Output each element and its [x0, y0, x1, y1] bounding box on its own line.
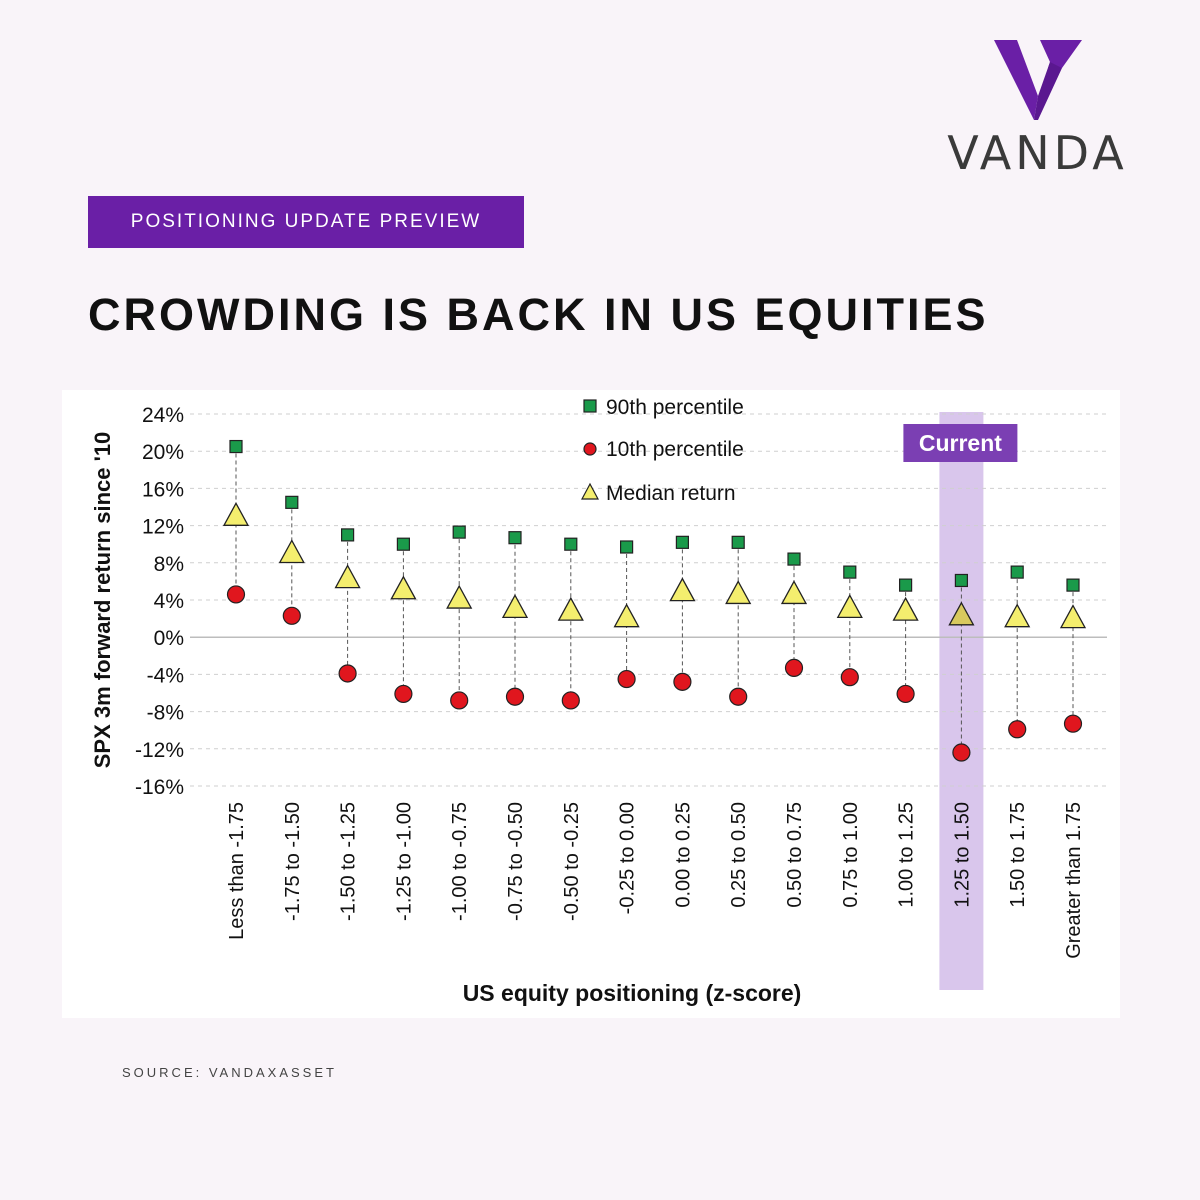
x-tick-label: 1.25 to 1.50: [951, 802, 973, 908]
point-90th-percentile: [452, 525, 466, 539]
point-10th-percentile: [338, 664, 357, 683]
point-median-return: [334, 564, 361, 589]
point-10th-percentile: [450, 691, 469, 710]
point-median-return: [892, 596, 919, 621]
x-tick-label: 0.50 to 0.75: [784, 802, 806, 908]
y-tick-label: -12%: [135, 739, 184, 762]
y-tick-label: 8%: [154, 553, 184, 576]
x-tick-label: -0.25 to 0.00: [617, 802, 639, 914]
legend-median-marker: [581, 482, 599, 500]
point-10th-percentile: [840, 668, 859, 687]
x-tick-label: -1.25 to -1.00: [393, 802, 415, 921]
x-tick-label: -0.75 to -0.50: [505, 802, 527, 921]
point-10th-percentile: [394, 684, 413, 704]
current-label: Current: [919, 430, 1002, 456]
point-10th-percentile: [1008, 720, 1027, 739]
point-90th-percentile: [1010, 565, 1024, 579]
point-median-return: [836, 594, 863, 619]
point-10th-percentile: [226, 585, 246, 604]
point-90th-percentile: [341, 528, 355, 542]
x-tick-label: -1.50 to -1.25: [338, 802, 360, 921]
section-tag: POSITIONING UPDATE PREVIEW: [88, 196, 524, 248]
point-90th-percentile: [731, 535, 745, 549]
point-median-return: [390, 575, 417, 600]
point-90th-percentile: [396, 537, 410, 551]
point-median-return: [222, 501, 250, 526]
legend-10th-marker: [583, 442, 597, 456]
y-tick-label: -8%: [147, 702, 184, 725]
point-median-return: [780, 580, 808, 605]
y-tick-label: 24%: [142, 404, 184, 427]
page-headline: CROWDING IS BACK IN US EQUITIES: [88, 289, 989, 340]
positioning-chart: 24% 20% 16% 12% 8% 4% 0% -4% -8% -12% -16% SPX 3m f…: [90, 396, 1107, 1006]
x-tick-label: -1.00 to -0.75: [449, 802, 471, 921]
point-90th-percentile: [229, 439, 243, 454]
x-tick-label: -0.50 to -0.25: [561, 802, 583, 921]
current-label-box: [903, 424, 1018, 462]
chart-panel: 24% 20% 16% 12% 8% 4% 0% -4% -8% -12% -16% SPX 3m f…: [62, 390, 1120, 1018]
x-tick-label: 0.75 to 1.00: [840, 802, 862, 908]
legend-10th-label: 10th percentile: [606, 438, 744, 461]
point-90th-percentile: [675, 535, 690, 549]
y-tick-label: 0%: [154, 627, 184, 650]
y-tick-label: 20%: [142, 441, 184, 464]
source-note: SOURCE: VANDAXASSET: [122, 1065, 337, 1080]
brand-wordmark: VANDA: [947, 126, 1128, 180]
x-tick-label: 0.00 to 0.25: [672, 802, 694, 908]
point-10th-percentile: [784, 658, 804, 677]
point-90th-percentile: [787, 552, 801, 566]
point-10th-percentile: [282, 606, 301, 625]
point-10th-percentile: [561, 691, 580, 710]
point-90th-percentile: [898, 578, 913, 592]
point-10th-percentile: [896, 684, 915, 704]
x-tick-label: 1.50 to 1.75: [1007, 802, 1029, 908]
point-90th-percentile: [508, 531, 522, 545]
point-median-return: [1059, 604, 1087, 629]
point-median-return: [278, 539, 305, 564]
point-90th-percentile: [564, 537, 578, 551]
y-tick-label: 12%: [142, 516, 184, 539]
point-median-return: [669, 577, 696, 602]
point-90th-percentile: [285, 495, 299, 509]
point-10th-percentile: [729, 687, 748, 706]
y-tick-label: -16%: [135, 776, 184, 799]
y-tick-label: -4%: [147, 664, 184, 687]
point-median-return: [725, 580, 752, 605]
legend-90th-label: 90th percentile: [606, 396, 744, 419]
point-90th-percentile: [619, 540, 634, 554]
point-median-return: [446, 584, 473, 609]
point-10th-percentile: [1063, 714, 1083, 733]
legend-median-label: Median return: [606, 482, 736, 505]
x-tick-label: 1.00 to 1.25: [896, 802, 918, 908]
point-10th-percentile: [505, 687, 525, 706]
brand-logo: VANDA: [930, 38, 1145, 188]
point-10th-percentile: [673, 672, 692, 691]
point-10th-percentile: [952, 743, 971, 762]
x-tick-label: -1.75 to -1.50: [282, 802, 304, 921]
point-90th-percentile: [1066, 578, 1080, 592]
point-90th-percentile: [843, 565, 857, 579]
point-median-return: [501, 594, 529, 619]
point-median-return: [613, 603, 640, 628]
y-tick-label: 16%: [142, 478, 184, 501]
vanda-v-icon: [994, 40, 1082, 120]
point-90th-percentile: [954, 573, 969, 588]
point-median-return: [557, 596, 584, 621]
point-median-return: [1004, 603, 1031, 628]
y-tick-label: 4%: [154, 590, 184, 613]
x-tick-label: Less than -1.75: [226, 802, 248, 940]
x-tick-label: 0.25 to 0.50: [728, 802, 750, 908]
x-axis-label: US equity positioning (z-score): [463, 980, 802, 1006]
y-axis-label: SPX 3m forward return since '10: [90, 432, 115, 769]
x-tick-label: Greater than 1.75: [1063, 802, 1085, 959]
point-median-return: [948, 601, 975, 626]
legend-90th-marker: [583, 399, 597, 413]
point-10th-percentile: [617, 669, 636, 689]
